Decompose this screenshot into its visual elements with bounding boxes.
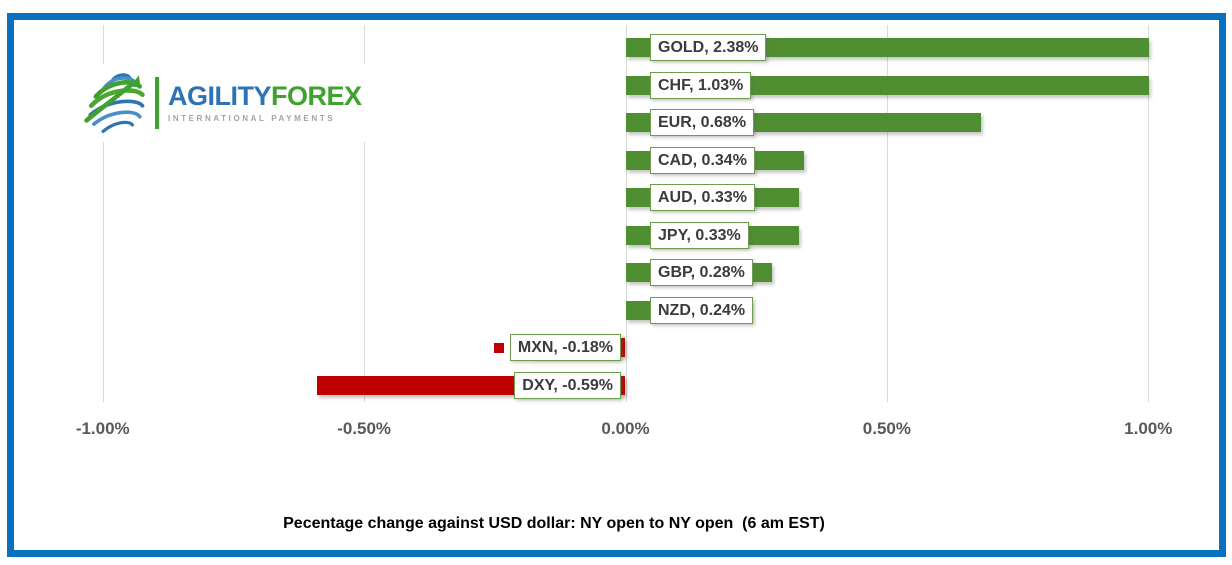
x-axis-tick-label: -1.00% bbox=[75, 419, 130, 438]
gridline bbox=[625, 25, 627, 402]
bar-label-dxy: DXY, -0.59% bbox=[514, 371, 621, 399]
x-axis-tick-label: -0.50% bbox=[337, 419, 392, 438]
bar-label-nzd: NZD, 0.24% bbox=[650, 296, 754, 324]
globe-arrow-icon bbox=[84, 73, 145, 134]
x-axis-tick-label: 0.00% bbox=[601, 419, 650, 438]
bar-label-aud: AUD, 0.33% bbox=[650, 184, 755, 212]
bar-label-eur: EUR, 0.68% bbox=[650, 109, 755, 137]
bar-label-cad: CAD, 0.34% bbox=[650, 146, 755, 174]
bar-label-mxn: MXN, -0.18% bbox=[509, 334, 621, 362]
chart-title: Pecentage change against USD dollar: NY … bbox=[283, 515, 825, 532]
bar-label-gold: GOLD, 2.38% bbox=[650, 34, 767, 61]
data-label-legend-key-square bbox=[494, 342, 504, 353]
x-axis-tick-label: 0.50% bbox=[862, 419, 911, 438]
gridline bbox=[102, 25, 104, 402]
bar-label-jpy: JPY, 0.33% bbox=[650, 221, 749, 249]
x-axis-tick-label: 1.00% bbox=[1124, 419, 1173, 438]
bar-chf bbox=[626, 75, 1149, 95]
bar-label-gbp: GBP, 0.28% bbox=[650, 259, 753, 287]
logo-brand-text: AGILITYFOREX bbox=[168, 83, 362, 110]
bar-label-chf: CHF, 1.03% bbox=[650, 71, 752, 99]
logo-tagline: INTERNATIONAL PAYMENTS bbox=[168, 114, 336, 123]
agilityforex-logo: AGILITYFOREX INTERNATIONAL PAYMENTS bbox=[76, 64, 368, 142]
logo-divider bbox=[155, 77, 159, 129]
logo-brand-agility: AGILITY bbox=[168, 81, 272, 111]
gridline bbox=[1148, 25, 1150, 402]
gridline bbox=[886, 25, 888, 402]
gridline bbox=[364, 25, 366, 402]
logo-brand-forex: FOREX bbox=[271, 81, 362, 111]
